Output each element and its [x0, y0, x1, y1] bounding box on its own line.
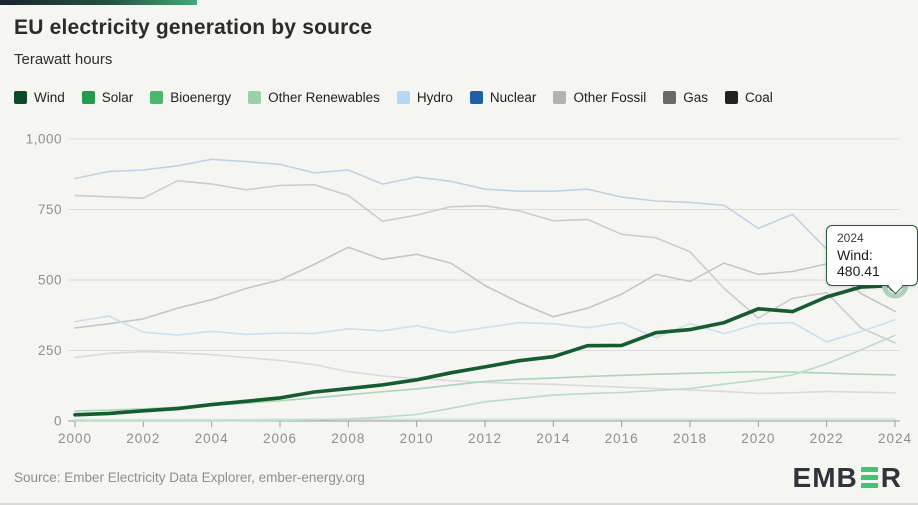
- y-axis-label: 750: [38, 202, 62, 217]
- x-axis-label: 2002: [126, 431, 160, 446]
- legend-label: Wind: [34, 90, 65, 105]
- series-line-coal[interactable]: [74, 179, 896, 344]
- y-axis-label: 250: [38, 343, 62, 358]
- legend-item-other-renewables[interactable]: Other Renewables: [248, 90, 380, 105]
- tooltip-value: Wind: 480.41: [837, 247, 880, 279]
- legend-swatch-icon: [553, 91, 567, 104]
- logo-text-r: R: [880, 461, 902, 493]
- legend-swatch-icon: [724, 91, 738, 104]
- series-line-solar[interactable]: [74, 334, 896, 422]
- x-axis-label: 2000: [58, 431, 92, 446]
- x-axis-label: 2020: [741, 431, 775, 446]
- legend-item-solar[interactable]: Solar: [81, 90, 134, 105]
- tooltip: 2024 Wind: 480.41: [826, 225, 918, 294]
- legend-item-nuclear[interactable]: Nuclear: [469, 90, 537, 105]
- x-axis-label: 2012: [468, 431, 502, 446]
- chart-units-subtitle: Terawatt hours: [14, 51, 113, 68]
- legend-swatch-icon: [81, 91, 95, 104]
- accent-gradient-bar: [0, 0, 197, 5]
- legend-item-wind[interactable]: Wind: [14, 90, 65, 105]
- legend-swatch-icon: [248, 91, 262, 104]
- legend-swatch-icon: [663, 91, 677, 104]
- x-axis-label: 2006: [263, 431, 297, 446]
- y-axis-label: 500: [38, 273, 62, 288]
- y-axis-label: 1,000: [26, 132, 62, 147]
- source-attribution: Source: Ember Electricity Data Explorer,…: [14, 470, 365, 485]
- footer: Source: Ember Electricity Data Explorer,…: [0, 452, 918, 503]
- series-line-other-fossil[interactable]: [74, 350, 896, 395]
- legend: Wind Solar Bioenergy Other Renewables Hydro N…: [14, 90, 773, 105]
- logo-text-emb: EMB: [792, 461, 858, 493]
- logo-green-e-icon: [860, 467, 878, 488]
- series-line-gas[interactable]: [74, 246, 896, 329]
- series-line-other-renewables[interactable]: [74, 418, 896, 421]
- legend-item-coal[interactable]: Coal: [724, 90, 773, 105]
- legend-label: Nuclear: [489, 90, 537, 105]
- x-axis-label: 2018: [673, 431, 707, 446]
- series-line-wind[interactable]: [73, 283, 897, 417]
- series-line-hydro[interactable]: [74, 315, 896, 343]
- x-axis-label: 2008: [331, 431, 365, 446]
- x-axis-label: 2016: [605, 431, 639, 446]
- page-title: EU electricity generation by source: [14, 16, 373, 39]
- x-axis-label: 2022: [810, 431, 844, 446]
- x-axis-label: 2014: [536, 431, 570, 446]
- legend-label: Gas: [683, 90, 708, 105]
- legend-item-bioenergy[interactable]: Bioenergy: [150, 90, 231, 105]
- series-line-nuclear[interactable]: [74, 158, 896, 251]
- tooltip-year: 2024: [837, 231, 864, 245]
- legend-item-gas[interactable]: Gas: [663, 90, 708, 105]
- x-axis-label: 2010: [400, 431, 434, 446]
- ember-logo: EMB R: [793, 462, 902, 494]
- x-axis-label: 2004: [195, 431, 229, 446]
- legend-item-other-fossil[interactable]: Other Fossil: [553, 90, 646, 105]
- legend-label: Coal: [744, 90, 773, 105]
- legend-label: Other Renewables: [268, 90, 380, 105]
- legend-swatch-icon: [469, 91, 483, 104]
- legend-label: Other Fossil: [573, 90, 647, 105]
- y-axis-label: 0: [54, 414, 62, 429]
- legend-swatch-icon: [150, 91, 164, 104]
- legend-swatch-icon: [396, 91, 410, 104]
- legend-swatch-icon: [14, 91, 27, 104]
- legend-item-hydro[interactable]: Hydro: [396, 90, 453, 105]
- legend-label: Hydro: [416, 90, 453, 105]
- x-axis-label: 2024: [878, 431, 912, 446]
- legend-label: Solar: [101, 90, 134, 105]
- legend-label: Bioenergy: [170, 90, 232, 105]
